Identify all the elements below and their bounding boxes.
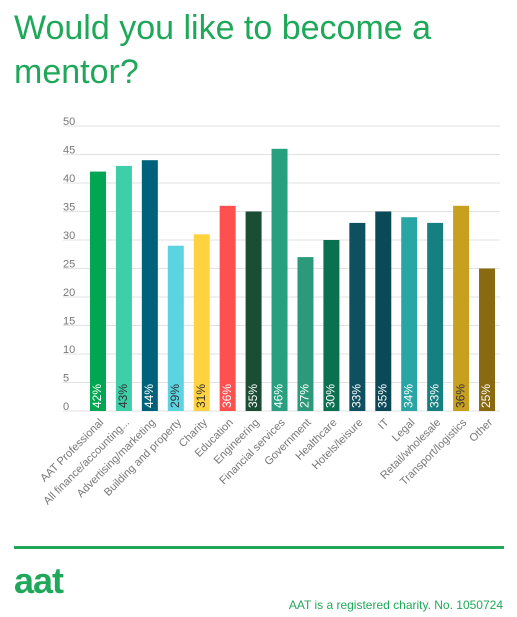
y-tick-label: 20 [63,287,75,299]
bar [167,245,184,411]
value-label: 34% [401,384,415,408]
value-label: 35% [375,384,389,408]
bar [141,160,158,411]
x-tick-label: IT [376,416,392,432]
y-tick-label: 30 [63,230,75,242]
y-tick-label: 40 [63,173,75,185]
value-label: 27% [298,384,312,408]
value-label: 44% [142,384,156,408]
value-label: 43% [116,384,130,408]
bar [323,240,340,411]
bar [245,211,262,411]
bar [401,217,418,411]
y-tick-label: 10 [63,344,75,356]
value-label: 42% [90,384,104,408]
y-tick-label: 25 [63,258,75,270]
bar [479,268,496,411]
footer-note: AAT is a registered charity. No. 1050724 [288,598,503,612]
value-label: 29% [168,384,182,408]
y-tick-label: 35 [63,201,75,213]
y-tick-label: 0 [63,401,69,413]
y-tick-label: 5 [63,372,69,384]
y-tick-label: 45 [63,144,75,156]
value-label: 35% [246,384,260,408]
y-tick-label: 15 [63,315,75,327]
value-label: 36% [453,384,467,408]
bar [375,211,392,411]
value-label: 30% [324,384,338,408]
bar [219,205,236,411]
value-label: 31% [194,384,208,408]
bar [271,148,288,412]
value-label: 36% [220,384,234,408]
logo: aat [14,560,64,601]
bar [297,257,314,411]
bar [349,222,366,411]
chart-title: Would you like to become a mentor? [14,9,432,91]
value-label: 46% [272,384,286,408]
bar [453,205,470,411]
x-tick-label: Other [467,416,495,444]
value-label: 33% [427,384,441,408]
value-label: 33% [350,384,364,408]
bar [193,234,210,411]
y-tick-label: 50 [63,116,75,128]
value-label: 25% [479,384,493,408]
footer-rule [14,546,504,549]
bar [89,171,106,411]
bar [427,222,444,411]
bar [115,165,132,411]
